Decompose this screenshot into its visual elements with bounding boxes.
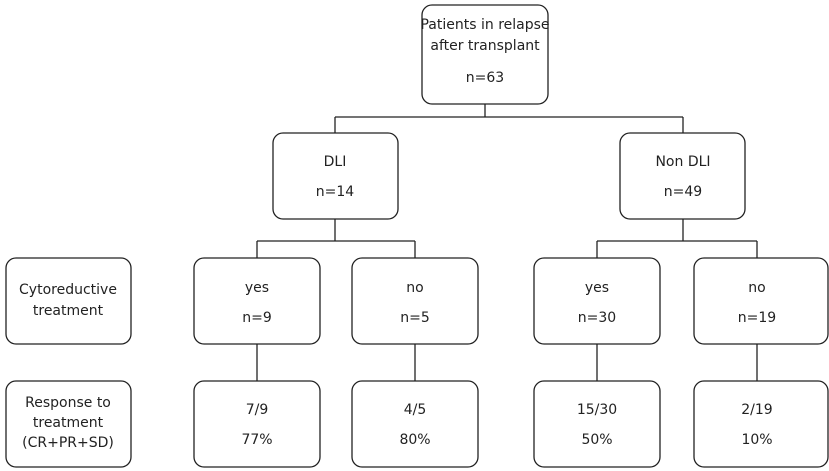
node-box [693, 257, 829, 345]
response-percent: 80% [399, 432, 430, 448]
treatment-node: no n=5 [351, 257, 479, 345]
root-count: n=63 [466, 70, 504, 86]
treatment-label: no [748, 280, 765, 296]
node-box [193, 380, 321, 468]
treatment-node: yes n=30 [533, 257, 661, 345]
treatment-node: yes n=9 [193, 257, 321, 345]
root-node: Patients in relapse after transplant n=6… [420, 4, 550, 105]
treatment-count: n=9 [242, 310, 272, 326]
treatment-label: yes [245, 280, 269, 296]
row-label-line: treatment [33, 415, 104, 431]
node-box [193, 257, 321, 345]
connectors [256, 104, 758, 381]
response-percent: 50% [581, 432, 612, 448]
row-label-line: Response to [25, 395, 111, 411]
group-count: n=14 [316, 184, 355, 200]
group-label: Non DLI [655, 154, 710, 170]
response-node: 4/5 80% [351, 380, 479, 468]
treatment-count: n=30 [578, 310, 616, 326]
response-node: 2/19 10% [693, 380, 829, 468]
group-node: Non DLI n=49 [619, 132, 746, 220]
root-line: after transplant [430, 38, 540, 54]
treatment-count: n=5 [400, 310, 430, 326]
treatment-count: n=19 [738, 310, 776, 326]
response-ratio: 4/5 [404, 402, 427, 418]
treatment-node: no n=19 [693, 257, 829, 345]
node-box [351, 380, 479, 468]
response-ratio: 2/19 [741, 402, 772, 418]
row-label: Response to treatment (CR+PR+SD) [5, 380, 132, 468]
node-box [533, 380, 661, 468]
treatment-label: no [406, 280, 423, 296]
node-box [693, 380, 829, 468]
response-percent: 77% [241, 432, 272, 448]
response-node: 15/30 50% [533, 380, 661, 468]
node-box [533, 257, 661, 345]
treatment-label: yes [585, 280, 609, 296]
group-label: DLI [324, 154, 347, 170]
row-label-line: Cytoreductive [19, 282, 117, 298]
response-node: 7/9 77% [193, 380, 321, 468]
node-box [351, 257, 479, 345]
leaf-nodes: yes n=9 7/9 77% no n=5 4/5 80% yes n=30 15/30 50% no… [193, 257, 829, 468]
row-label-line: (CR+PR+SD) [22, 435, 114, 451]
response-ratio: 7/9 [246, 402, 269, 418]
row-label-line: treatment [33, 303, 104, 319]
group-count: n=49 [664, 184, 702, 200]
response-percent: 10% [741, 432, 772, 448]
root-line: Patients in relapse [420, 17, 549, 33]
row-label: Cytoreductive treatment [5, 257, 132, 345]
response-ratio: 15/30 [577, 402, 617, 418]
group-node: DLI n=14 [272, 132, 399, 220]
